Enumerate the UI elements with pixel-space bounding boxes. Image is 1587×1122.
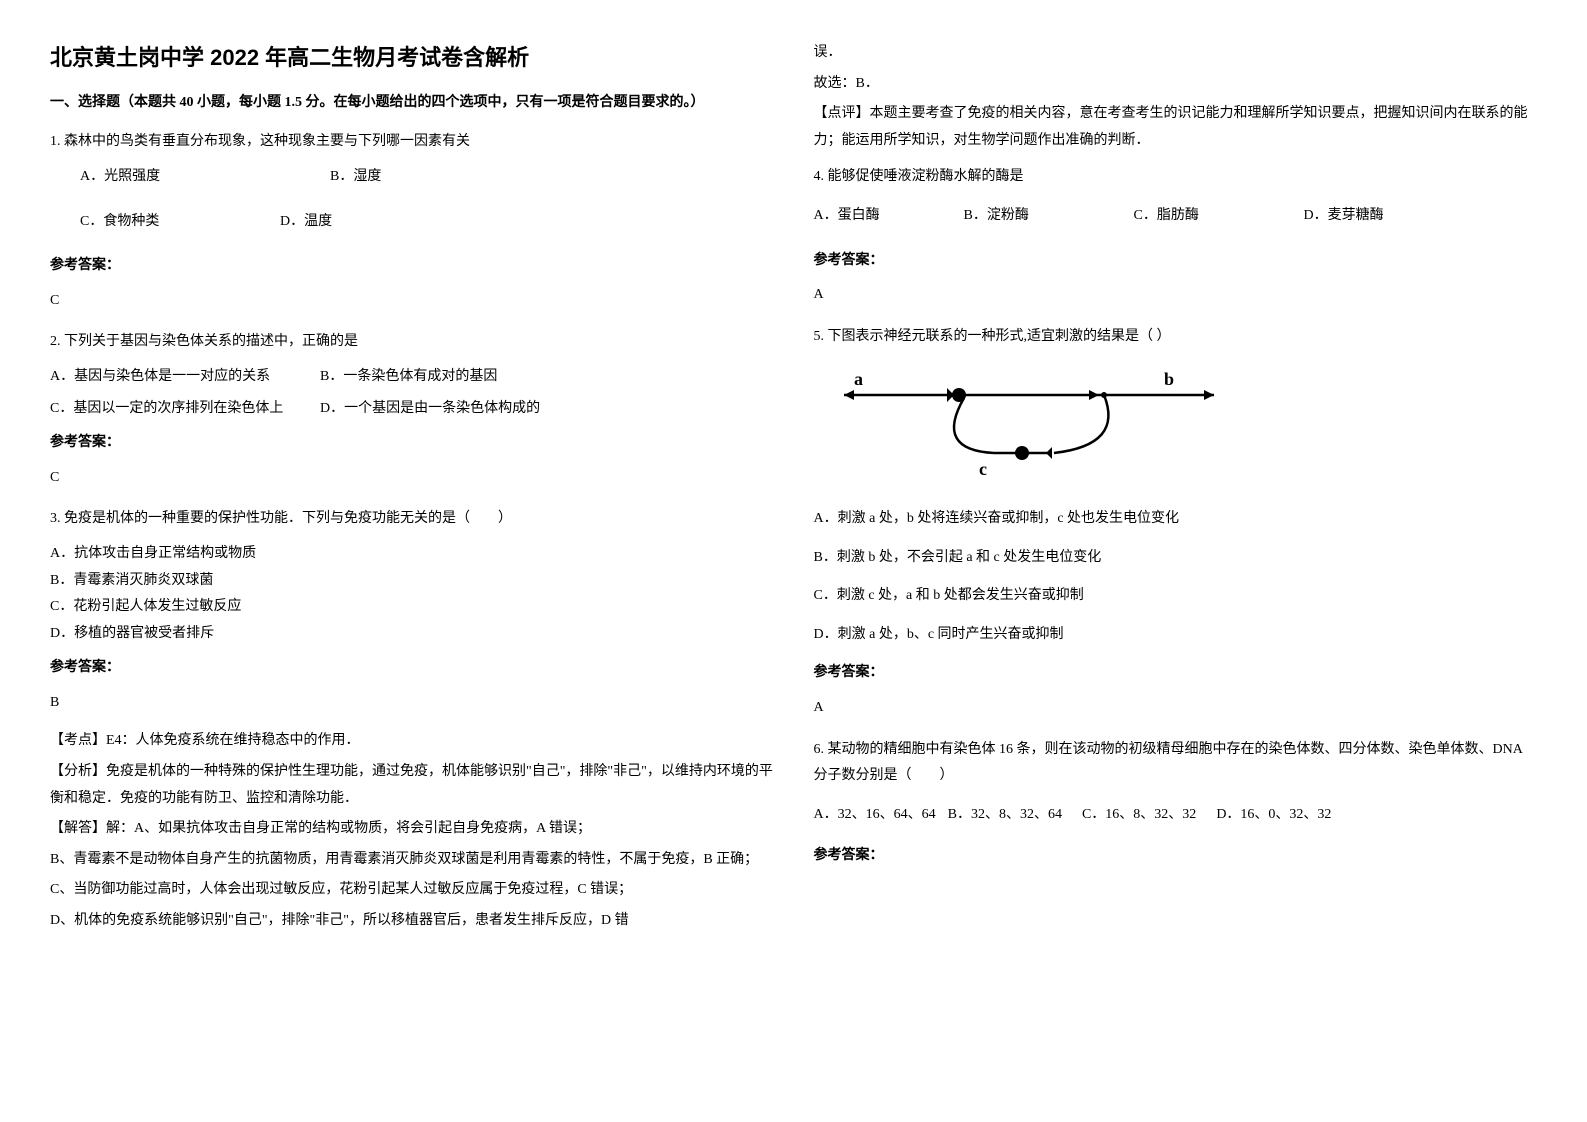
q3-analysis-3: 【解答】解：A、如果抗体攻击自身正常的结构或物质，将会引起自身免疫病，A 错误； — [50, 816, 774, 843]
q5-option-b: B．刺激 b 处，不会引起 a 和 c 处发生电位变化 — [814, 545, 1538, 572]
section-header: 一、选择题（本题共 40 小题，每小题 1.5 分。在每小题给出的四个选项中，只… — [50, 92, 774, 114]
q1-option-a: A．光照强度 — [65, 164, 315, 191]
q4-option-c: C．脂肪酶 — [1134, 203, 1304, 230]
q5-stem: 5. 下图表示神经元联系的一种形式,适宜刺激的结果是（ ） — [814, 324, 1538, 351]
diagram-soma-2 — [1015, 446, 1029, 460]
q3-analysis-4: B、青霉素不是动物体自身产生的抗菌物质，用青霉素消灭肺炎双球菌是利用青霉素的特性… — [50, 847, 774, 874]
q4-option-b: B．淀粉酶 — [964, 203, 1134, 230]
q3-analysis-1: 【考点】E4：人体免疫系统在维持稳态中的作用． — [50, 728, 774, 755]
diagram-junction — [1101, 392, 1107, 398]
q3-answer: B — [50, 690, 774, 717]
q2-stem: 2. 下列关于基因与染色体关系的描述中，正确的是 — [50, 329, 774, 356]
q3-option-b: B．青霉素消灭肺炎双球菌 — [50, 568, 774, 595]
q3-analysis-7: 误． — [814, 40, 1538, 67]
diagram-label-b: b — [1164, 369, 1174, 389]
q3-analysis-6: D、机体的免疫系统能够识别"自己"，排除"非己"，所以移植器官后，患者发生排斥反… — [50, 908, 774, 935]
q3-analysis-9: 【点评】本题主要考查了免疫的相关内容，意在考查考生的识记能力和理解所学知识要点，… — [814, 101, 1538, 154]
q1-stem: 1. 森林中的鸟类有垂直分布现象，这种现象主要与下列哪一因素有关 — [50, 129, 774, 156]
q2-option-d: D．一个基因是由一条染色体构成的 — [320, 396, 540, 423]
q4-option-d: D．麦芽糖酶 — [1304, 203, 1384, 230]
left-column: 北京黄土岗中学 2022 年高二生物月考试卷含解析 一、选择题（本题共 40 小… — [50, 40, 774, 950]
q2-option-c: C．基因以一定的次序排列在染色体上 — [50, 396, 320, 423]
q3-answer-label: 参考答案： — [50, 655, 774, 682]
question-3: 3. 免疫是机体的一种重要的保护性功能．下列与免疫功能无关的是（ ） A．抗体攻… — [50, 506, 774, 934]
q3-option-c: C．花粉引起人体发生过敏反应 — [50, 594, 774, 621]
q6-option-a: A．32、16、64、64 — [814, 802, 936, 829]
q5-answer-label: 参考答案： — [814, 660, 1538, 687]
question-1: 1. 森林中的鸟类有垂直分布现象，这种现象主要与下列哪一因素有关 A．光照强度 … — [50, 129, 774, 314]
q3-option-d: D．移植的器官被受者排斥 — [50, 621, 774, 648]
q2-answer: C — [50, 465, 774, 492]
q1-options: A．光照强度 B．湿度 C．食物种类 D．温度 — [50, 164, 774, 235]
q1-answer: C — [50, 288, 774, 315]
q5-answer: A — [814, 695, 1538, 722]
question-5: 5. 下图表示神经元联系的一种形式,适宜刺激的结果是（ ） a b c — [814, 324, 1538, 722]
q4-stem: 4. 能够促使唾液淀粉酶水解的酶是 — [814, 164, 1538, 191]
right-column: 误． 故选：B． 【点评】本题主要考查了免疫的相关内容，意在考查考生的识记能力和… — [814, 40, 1538, 950]
q1-option-c: C．食物种类 — [65, 209, 265, 236]
q5-option-d: D．刺激 a 处，b、c 同时产生兴奋或抑制 — [814, 622, 1538, 649]
q1-answer-label: 参考答案： — [50, 253, 774, 280]
q3-option-a: A．抗体攻击自身正常结构或物质 — [50, 541, 774, 568]
diagram-curve-left — [954, 398, 994, 453]
question-6: 6. 某动物的精细胞中有染色体 16 条，则在该动物的初级精母细胞中存在的染色体… — [814, 737, 1538, 870]
q2-answer-label: 参考答案： — [50, 430, 774, 457]
q4-answer-label: 参考答案： — [814, 248, 1538, 275]
diagram-curve-right — [1054, 395, 1108, 453]
q6-stem: 6. 某动物的精细胞中有染色体 16 条，则在该动物的初级精母细胞中存在的染色体… — [814, 737, 1538, 790]
q1-option-d: D．温度 — [265, 209, 515, 236]
q3-analysis-2: 【分析】免疫是机体的一种特殊的保护性生理功能，通过免疫，机体能够识别"自己"，排… — [50, 759, 774, 812]
q6-option-b: B．32、8、32、64 — [948, 802, 1062, 829]
q6-option-c: C．16、8、32、32 — [1082, 802, 1196, 829]
q5-option-c: C．刺激 c 处，a 和 b 处都会发生兴奋或抑制 — [814, 583, 1538, 610]
q3-analysis-8: 故选：B． — [814, 71, 1538, 98]
diagram-arrow-a-left — [844, 390, 854, 400]
neuron-svg: a b c — [834, 365, 1234, 480]
q3-stem: 3. 免疫是机体的一种重要的保护性功能．下列与免疫功能无关的是（ ） — [50, 506, 774, 533]
q5-option-a: A．刺激 a 处，b 处将连续兴奋或抑制，c 处也发生电位变化 — [814, 506, 1538, 533]
q6-option-d: D．16、0、32、32 — [1216, 802, 1331, 829]
question-4: 4. 能够促使唾液淀粉酶水解的酶是 A．蛋白酶 B．淀粉酶 C．脂肪酶 D．麦芽… — [814, 164, 1538, 308]
exam-page: 北京黄土岗中学 2022 年高二生物月考试卷含解析 一、选择题（本题共 40 小… — [50, 40, 1537, 950]
q1-option-b: B．湿度 — [315, 164, 565, 191]
diagram-arrow-b — [1204, 390, 1214, 400]
diagram-synapse-1 — [947, 388, 954, 402]
diagram-label-a: a — [854, 369, 863, 389]
question-2: 2. 下列关于基因与染色体关系的描述中，正确的是 A．基因与染色体是一一对应的关… — [50, 329, 774, 491]
q2-option-b: B．一条染色体有成对的基因 — [320, 364, 497, 391]
q4-option-a: A．蛋白酶 — [814, 203, 964, 230]
diagram-synapse-2 — [1046, 447, 1052, 459]
q3-analysis-5: C、当防御功能过高时，人体会出现过敏反应，花粉引起某人过敏反应属于免疫过程，C … — [50, 877, 774, 904]
neuron-diagram: a b c — [834, 365, 1538, 491]
q2-option-a: A．基因与染色体是一一对应的关系 — [50, 364, 320, 391]
diagram-label-c: c — [979, 459, 987, 479]
diagram-arrow-mid — [1089, 390, 1099, 400]
exam-title: 北京黄土岗中学 2022 年高二生物月考试卷含解析 — [50, 40, 774, 72]
q6-answer-label: 参考答案： — [814, 843, 1538, 870]
q4-answer: A — [814, 282, 1538, 309]
